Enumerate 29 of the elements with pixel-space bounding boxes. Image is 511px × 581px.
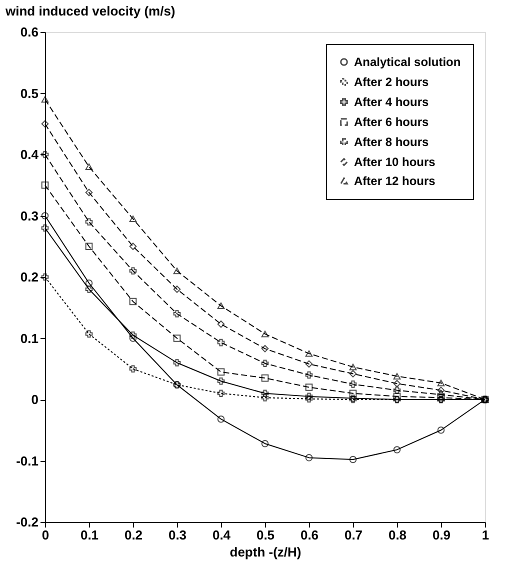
x-tick-label: 0.9	[432, 528, 451, 542]
y-tick-label: 0.6	[20, 24, 38, 40]
x-tick-label: 0.3	[168, 528, 187, 542]
x-tick-label: 0	[42, 528, 50, 542]
x-tick-label: 0.6	[300, 528, 319, 542]
legend-label: After 2 hours	[354, 75, 430, 89]
y-tick-label: 0.5	[20, 86, 38, 101]
y-tick-label: 0.1	[20, 330, 38, 346]
y-tick-label: 0.2	[20, 270, 38, 284]
legend-label: After 10 hours	[354, 155, 436, 169]
y-tick-label: 0.4	[20, 147, 40, 162]
y-tick-label: 0	[31, 392, 38, 407]
y-axis-title: wind induced velocity (m/s)	[4, 4, 176, 18]
y-tick-label: -0.1	[16, 453, 38, 468]
x-tick-label: 0.8	[388, 528, 407, 542]
y-tick-label: -0.2	[16, 514, 38, 530]
y-tick-label: 0.3	[20, 208, 38, 224]
x-tick-label: 0.1	[80, 528, 99, 542]
x-tick-label: 0.4	[212, 528, 232, 542]
x-tick-label: 1	[482, 528, 490, 542]
x-tick-label: 0.7	[344, 528, 363, 542]
legend-label: After 12 hours	[354, 174, 436, 188]
legend-label: After 4 hours	[354, 95, 430, 109]
legend-label: After 6 hours	[354, 115, 430, 129]
x-tick-label: 0.2	[124, 528, 143, 542]
legend-label: After 8 hours	[354, 135, 430, 149]
legend-label: Analytical solution	[354, 55, 461, 69]
x-axis-title: depth -(z/H)	[230, 544, 302, 560]
x-tick-label: 0.5	[256, 528, 275, 542]
